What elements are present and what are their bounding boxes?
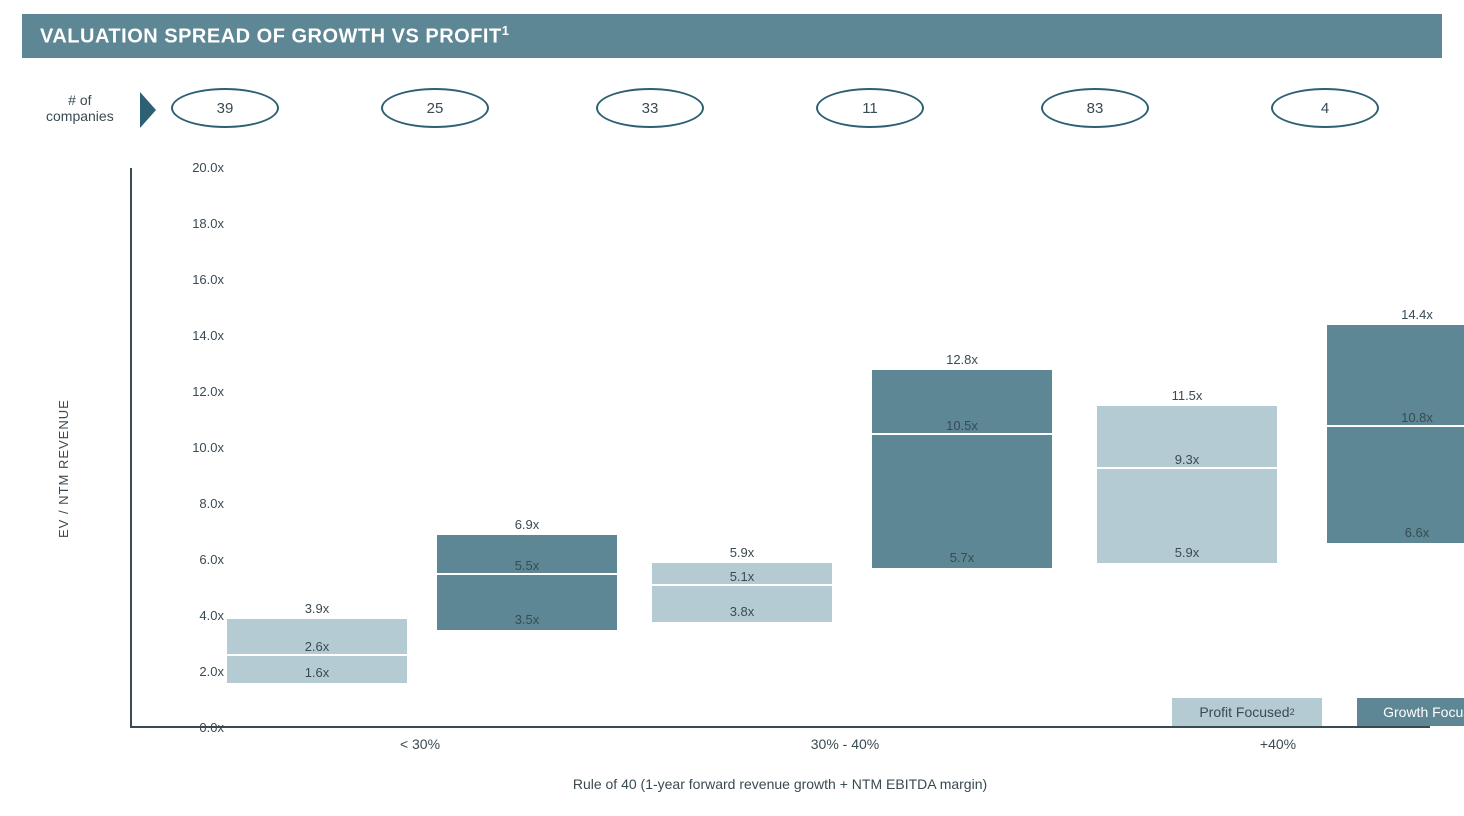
legend-profit-focused: Profit Focused2 [1172,698,1322,726]
value-label: 6.9x [437,517,617,532]
company-count-label-line2: companies [46,108,114,124]
y-tick-label: 18.0x [144,216,224,231]
company-count-oval: 33 [596,88,704,128]
median-line [1097,467,1277,469]
company-count-oval: 25 [381,88,489,128]
x-axis-title: Rule of 40 (1-year forward revenue growt… [130,776,1430,792]
y-tick-label: 4.0x [144,608,224,623]
profit-range-bar [1097,406,1277,563]
company-count-oval: 39 [171,88,279,128]
value-label: 12.8x [872,352,1052,367]
company-count-row: # of companies 39 25 33 11 83 4 [40,86,1440,142]
y-tick-label: 2.0x [144,664,224,679]
median-line [227,654,407,656]
company-count-label-line1: # of [46,92,114,108]
x-tick-label: +40% [1178,736,1378,752]
value-label: 14.4x [1327,307,1464,322]
title-bar: VALUATION SPREAD OF GROWTH VS PROFIT1 [22,14,1442,58]
y-tick-label: 10.0x [144,440,224,455]
chart-title: VALUATION SPREAD OF GROWTH VS PROFIT1 [40,23,509,49]
profit-range-bar [227,619,407,683]
value-label: 3.9x [227,601,407,616]
median-line [652,584,832,586]
y-tick-label: 16.0x [144,272,224,287]
legend-growth-focused: Growth Focused2 [1357,698,1464,726]
profit-range-bar [652,563,832,622]
x-tick-label: 30% - 40% [745,736,945,752]
y-tick-label: 14.0x [144,328,224,343]
growth-range-bar [872,370,1052,569]
y-tick-label: 8.0x [144,496,224,511]
y-tick-label: 12.0x [144,384,224,399]
company-count-oval: 4 [1271,88,1379,128]
y-tick-label: 0.0x [144,720,224,735]
arrow-icon [140,90,160,130]
growth-range-bar [1327,325,1464,543]
company-count-label: # of companies [46,92,114,124]
x-tick-label: < 30% [320,736,520,752]
value-label: 11.5x [1097,388,1277,403]
chart-area: EV / NTM REVENUE 3.9x2.6x1.6x6.9x5.5x3.5… [40,158,1440,808]
y-axis-title: EV / NTM REVENUE [56,399,71,538]
value-label: 5.9x [652,545,832,560]
median-line [872,433,1052,435]
company-count-oval: 11 [816,88,924,128]
plot-region: 3.9x2.6x1.6x6.9x5.5x3.5x5.9x5.1x3.8x12.8… [130,168,1430,728]
median-line [437,573,617,575]
median-line [1327,425,1464,427]
y-tick-label: 6.0x [144,552,224,567]
growth-range-bar [437,535,617,630]
y-tick-label: 20.0x [144,160,224,175]
company-count-oval: 83 [1041,88,1149,128]
